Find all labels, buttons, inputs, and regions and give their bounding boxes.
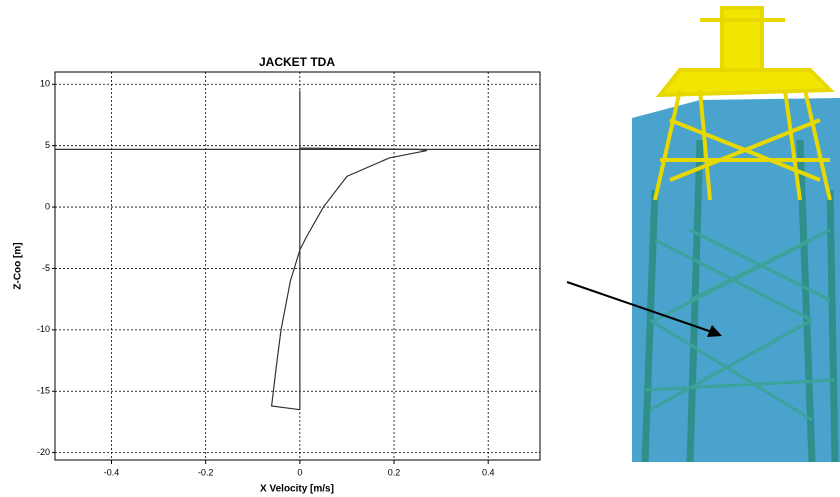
x-tick-label: 0 — [297, 467, 302, 477]
y-tick-label: -15 — [37, 386, 50, 396]
y-tick-label: -5 — [42, 263, 50, 273]
y-tick-label: 5 — [45, 140, 50, 150]
y-tick-label: -10 — [37, 324, 50, 334]
chart-title: JACKET TDA — [259, 55, 335, 69]
y-tick-label: 10 — [40, 79, 50, 89]
x-tick-label: -0.2 — [198, 467, 214, 477]
y-tick-label: -20 — [37, 447, 50, 457]
plot-area — [54, 71, 541, 461]
arrow — [566, 281, 722, 337]
y-axis-label: Z-Coo [m] — [13, 242, 24, 289]
y-tick-label: 0 — [45, 201, 50, 211]
jacket-render — [632, 6, 840, 463]
x-axis-label: X Velocity [m/s] — [260, 484, 334, 495]
x-tick-label: 0.4 — [482, 467, 495, 477]
x-tick-label: -0.4 — [104, 467, 120, 477]
series-line — [270, 147, 428, 411]
x-tick-label: 0.2 — [388, 467, 401, 477]
